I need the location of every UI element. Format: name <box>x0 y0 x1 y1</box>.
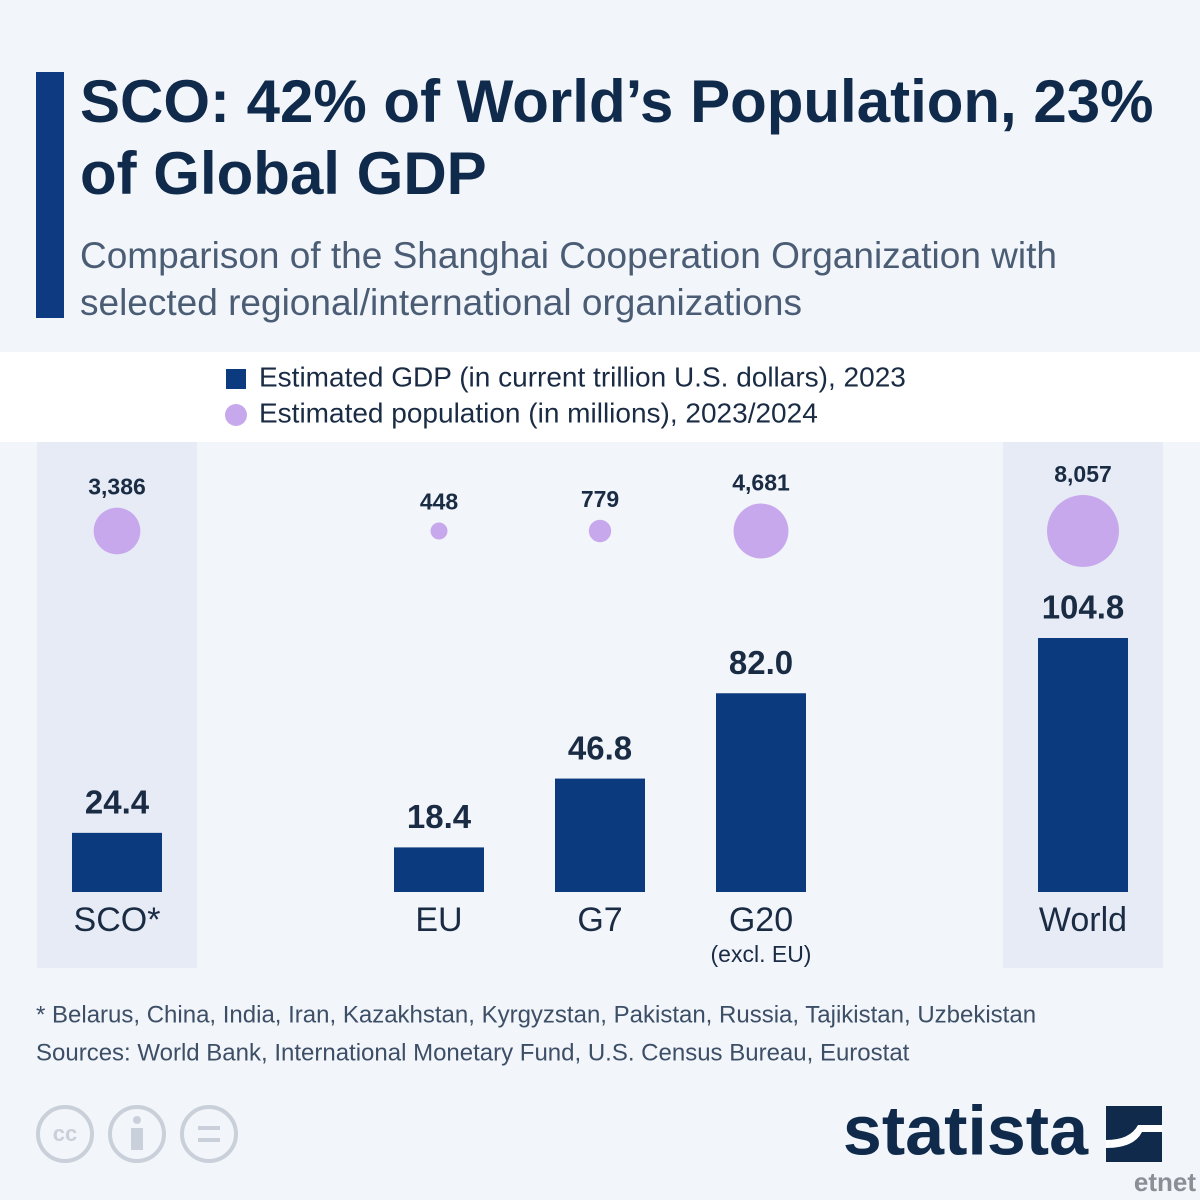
population-bubble <box>588 519 612 543</box>
legend-strip <box>0 352 1200 442</box>
logo-icon <box>1106 1106 1162 1162</box>
population-bubble <box>1047 495 1119 567</box>
accent-bar <box>36 72 64 318</box>
bar-value-label: 104.8 <box>1042 589 1125 626</box>
population-bubble <box>430 522 448 540</box>
legend-swatch <box>226 369 246 389</box>
svg-text:cc: cc <box>53 1121 77 1146</box>
x-tick-label: G20 <box>729 901 793 939</box>
x-tick-label: SCO* <box>74 901 161 939</box>
watermark: etnet <box>1134 1167 1196 1197</box>
legend-label: Estimated GDP (in current trillion U.S. … <box>259 361 906 392</box>
bar-value-label: 46.8 <box>568 729 632 766</box>
population-bubble <box>733 503 789 559</box>
license-icons: cc <box>36 1105 238 1163</box>
population-bubble <box>93 507 141 555</box>
source: Sources: World Bank, International Monet… <box>36 1039 910 1066</box>
bubble-value-label: 448 <box>420 489 459 515</box>
footnote: * Belarus, China, India, Iran, Kazakhsta… <box>36 1001 1036 1028</box>
chart-title: SCO: 42% of World’s Population, 23% of G… <box>80 68 1154 207</box>
bar <box>1038 638 1128 892</box>
legend-label: Estimated population (in millions), 2023… <box>259 397 818 428</box>
bubble-value-label: 8,057 <box>1054 461 1112 487</box>
bubble-value-label: 3,386 <box>88 474 146 500</box>
x-tick-label: World <box>1039 901 1127 939</box>
bar <box>394 847 484 892</box>
bar-value-label: 82.0 <box>729 644 793 681</box>
bubble-value-label: 779 <box>581 486 619 512</box>
bar-value-label: 18.4 <box>407 798 472 835</box>
x-tick-sublabel: (excl. EU) <box>711 941 812 967</box>
bubble-value-label: 4,681 <box>732 470 790 496</box>
x-tick-label: G7 <box>577 901 622 939</box>
bar-value-label: 24.4 <box>85 784 150 821</box>
brand-logo: statista <box>843 1091 1089 1169</box>
bar <box>555 778 645 892</box>
chart-subtitle: Comparison of the Shanghai Cooperation O… <box>80 235 1057 323</box>
bar <box>72 832 162 892</box>
legend-swatch <box>225 404 247 426</box>
bar <box>716 693 806 892</box>
x-tick-label: EU <box>415 901 462 939</box>
